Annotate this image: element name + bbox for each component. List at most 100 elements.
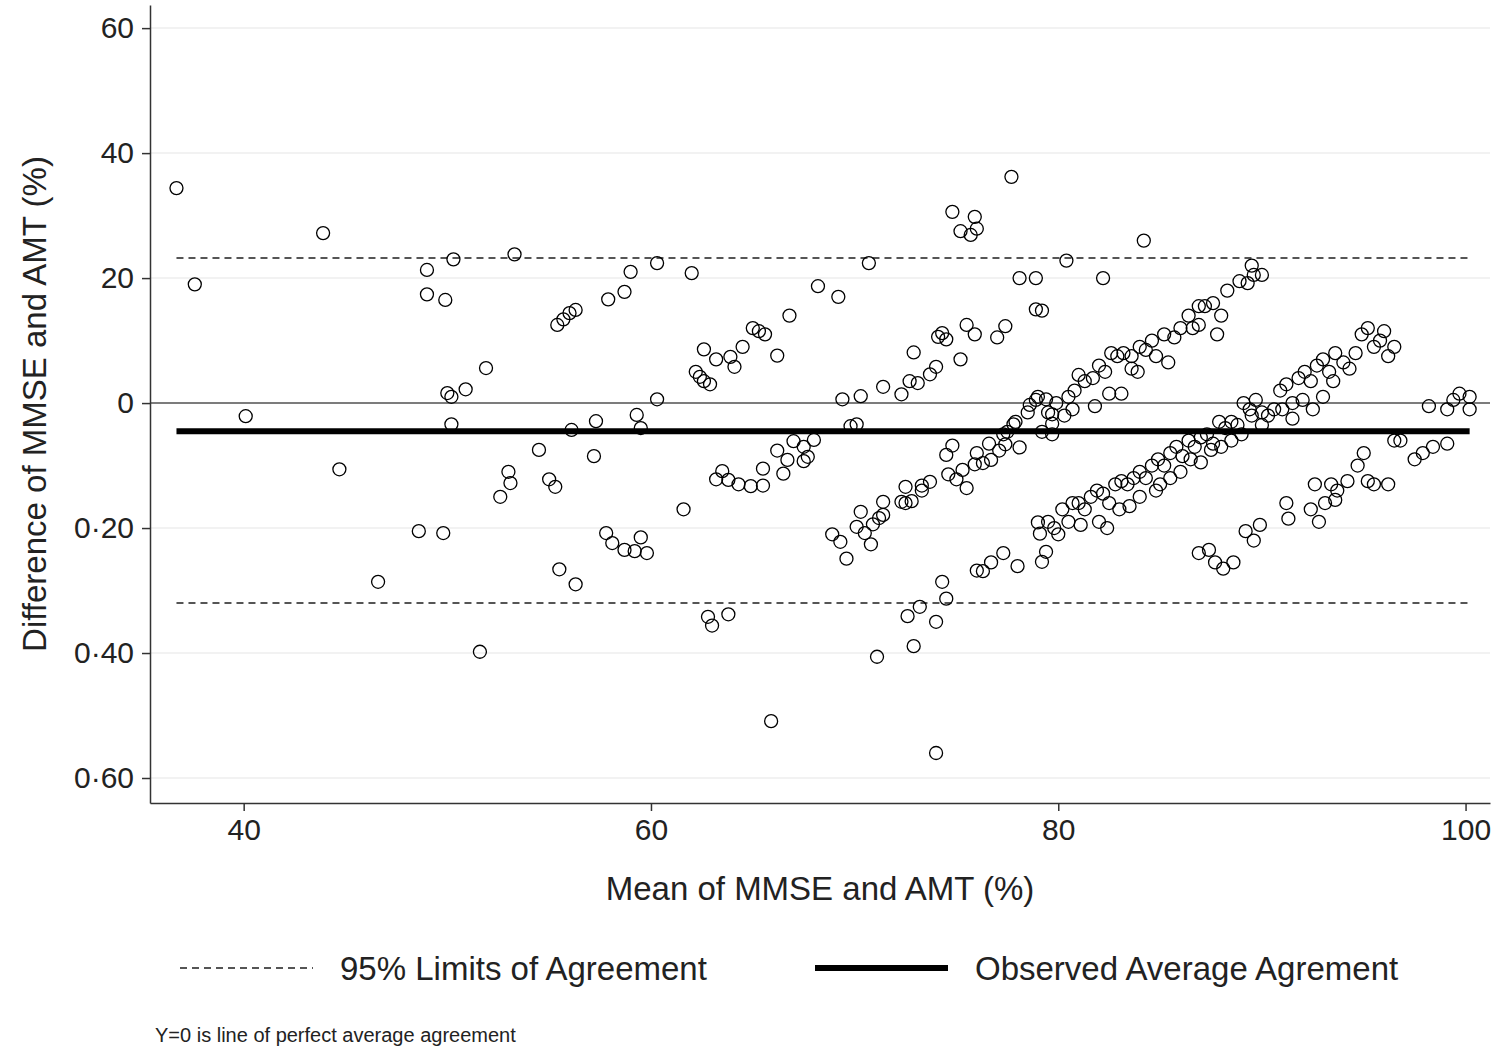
- y-tick: 0: [117, 386, 150, 419]
- grid-line: [150, 777, 1490, 779]
- point: [1200, 428, 1213, 441]
- point: [1115, 387, 1128, 400]
- point: [504, 477, 517, 490]
- point: [1382, 478, 1395, 491]
- point: [494, 490, 507, 503]
- plot-area: [150, 170, 1490, 759]
- point: [1349, 347, 1362, 360]
- y-tick: 0·40: [74, 636, 150, 669]
- point: [991, 331, 1004, 344]
- point: [569, 303, 582, 316]
- y-tick-label: 40: [101, 136, 134, 169]
- point: [1170, 440, 1183, 453]
- point: [1296, 393, 1309, 406]
- x-tick-label: 60: [635, 813, 668, 846]
- point: [854, 390, 867, 403]
- point: [1221, 284, 1234, 297]
- y-tick-label: 60: [101, 11, 134, 44]
- x-tick-mark: [243, 803, 245, 811]
- point: [333, 463, 346, 476]
- point: [1327, 375, 1340, 388]
- point: [1101, 522, 1114, 535]
- point: [634, 422, 647, 435]
- point: [1158, 459, 1171, 472]
- x-tick: 100: [1441, 803, 1491, 846]
- point: [836, 393, 849, 406]
- y-axis: 0·600·400·200204060: [74, 6, 151, 804]
- point: [1298, 365, 1311, 378]
- point: [600, 527, 613, 540]
- point: [1233, 275, 1246, 288]
- point: [1139, 472, 1152, 485]
- point: [1286, 412, 1299, 425]
- point: [759, 328, 772, 341]
- grid-line: [150, 402, 1490, 404]
- grid: [150, 28, 1490, 778]
- point: [606, 537, 619, 550]
- point: [710, 353, 723, 366]
- point: [999, 320, 1012, 333]
- y-tick-mark: [142, 653, 150, 655]
- point: [1164, 472, 1177, 485]
- point: [913, 600, 926, 613]
- point: [840, 552, 853, 565]
- point: [1357, 447, 1370, 460]
- point: [640, 547, 653, 560]
- point: [677, 503, 690, 516]
- point: [651, 393, 664, 406]
- point: [1088, 400, 1101, 413]
- point: [188, 278, 201, 291]
- point: [1052, 528, 1065, 541]
- point: [1013, 272, 1026, 285]
- point: [1074, 518, 1087, 531]
- point: [1247, 268, 1260, 281]
- point: [1009, 415, 1022, 428]
- reference-line: [176, 428, 1469, 434]
- x-tick: 60: [635, 803, 668, 846]
- point: [1046, 428, 1059, 441]
- point: [736, 340, 749, 353]
- y-tick-mark: [142, 528, 150, 530]
- y-tick-label: 0: [117, 386, 134, 419]
- point: [628, 545, 641, 558]
- point: [1343, 362, 1356, 375]
- point: [997, 547, 1010, 560]
- x-tick-mark: [651, 803, 653, 811]
- point: [1276, 403, 1289, 416]
- chart: 4060801000·600·400·200204060Mean of MMSE…: [0, 0, 1500, 1050]
- point: [807, 433, 820, 446]
- point: [1329, 493, 1342, 506]
- point: [439, 293, 452, 306]
- point: [1245, 259, 1258, 272]
- point: [1188, 440, 1201, 453]
- point: [1280, 497, 1293, 510]
- point: [1040, 545, 1053, 558]
- point: [1255, 418, 1268, 431]
- point: [1317, 353, 1330, 366]
- point: [871, 650, 884, 663]
- point: [549, 480, 562, 493]
- point: [1306, 403, 1319, 416]
- point: [1033, 527, 1046, 540]
- point: [1005, 170, 1018, 183]
- point: [976, 457, 989, 470]
- point: [756, 479, 769, 492]
- point: [777, 467, 790, 480]
- point: [1215, 309, 1228, 322]
- point: [602, 293, 615, 306]
- point: [1011, 560, 1024, 573]
- point: [895, 388, 908, 401]
- point: [1225, 434, 1238, 447]
- y-tick-mark: [142, 153, 150, 155]
- point: [728, 360, 741, 373]
- point: [1013, 441, 1026, 454]
- point: [1207, 297, 1220, 310]
- point: [968, 328, 981, 341]
- point: [1097, 487, 1110, 500]
- point: [877, 380, 890, 393]
- point: [1029, 272, 1042, 285]
- point: [946, 439, 959, 452]
- point: [877, 508, 890, 521]
- point: [701, 610, 714, 623]
- point: [801, 450, 814, 463]
